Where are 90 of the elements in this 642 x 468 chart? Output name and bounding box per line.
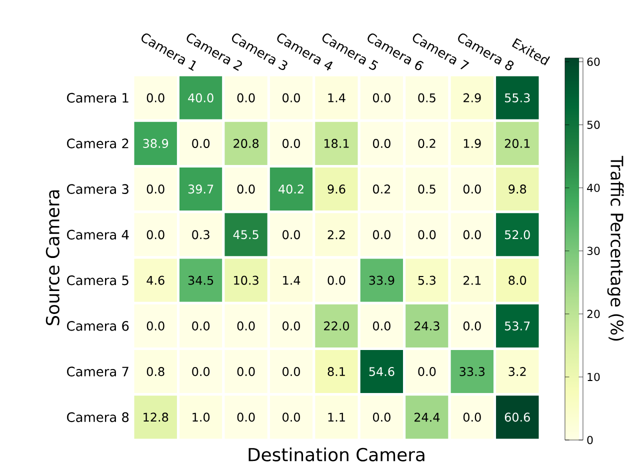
color-bar-label: 50 — [587, 120, 600, 129]
data-label: 0.0 — [372, 230, 390, 240]
data-label: 1.0 — [192, 412, 210, 422]
data-label: 0.0 — [282, 412, 300, 422]
data-label: 0.0 — [237, 321, 255, 330]
data-label: 33.9 — [369, 276, 394, 285]
data-label: 0.2 — [372, 184, 390, 194]
data-label: 0.0 — [237, 412, 255, 422]
data-label: 0.0 — [463, 412, 481, 422]
data-label: 0.0 — [282, 230, 300, 240]
data-label: 10.3 — [234, 276, 258, 285]
data-label: 2.9 — [464, 93, 481, 102]
data-label: 0.0 — [418, 230, 436, 240]
y-tick-label: Camera 6 — [67, 321, 129, 331]
data-label: 0.0 — [237, 184, 255, 194]
data-label: 55.3 — [504, 93, 530, 102]
y-tick-label: Camera 4 — [67, 230, 129, 240]
data-label: 0.0 — [192, 367, 210, 376]
data-label: 0.0 — [192, 138, 210, 148]
data-label: 24.4 — [414, 412, 440, 422]
y-tick-label: Camera 7 — [67, 366, 128, 376]
data-label: 0.0 — [146, 184, 164, 194]
color-bar-label: 60 — [587, 58, 600, 66]
data-label: 5.3 — [418, 276, 436, 285]
data-label: 0.0 — [372, 93, 390, 102]
data-label: 0.0 — [418, 367, 436, 376]
color-bar-label: 30 — [587, 246, 600, 256]
data-label: 0.5 — [418, 93, 436, 102]
data-label: 20.8 — [234, 138, 259, 148]
data-label: 18.1 — [324, 138, 349, 148]
data-label: 0.0 — [463, 230, 481, 240]
data-label: 0.0 — [372, 321, 390, 330]
data-label: 0.0 — [237, 93, 255, 102]
data-label: 24.3 — [414, 321, 440, 330]
data-label: 0.0 — [372, 138, 390, 148]
data-label: 22.0 — [324, 321, 350, 330]
color-bar-label: 10 — [588, 372, 600, 382]
data-label: 0.0 — [372, 412, 390, 422]
color-bar-label: 0 — [587, 436, 593, 444]
data-label: 60.6 — [504, 412, 530, 422]
data-label: 0.5 — [418, 184, 436, 194]
y-axis-title: Source Camera — [46, 190, 60, 326]
data-label: 9.8 — [508, 184, 526, 194]
data-label: 0.0 — [282, 93, 300, 102]
data-label: 1.1 — [328, 412, 345, 422]
data-label: 45.5 — [233, 230, 258, 240]
data-label: 0.0 — [328, 276, 346, 285]
data-label: 0.0 — [463, 321, 481, 330]
data-label: 0.0 — [282, 321, 300, 330]
data-label: 0.0 — [146, 230, 164, 240]
data-label: 1.9 — [464, 138, 481, 148]
y-tick-label: Camera 8 — [67, 412, 129, 422]
data-label: 0.0 — [282, 138, 300, 148]
data-label: 0.3 — [192, 230, 210, 240]
data-label: 40.0 — [188, 93, 214, 102]
data-label: 52.0 — [504, 230, 530, 240]
data-label: 2.2 — [328, 230, 345, 240]
data-label: 39.7 — [188, 184, 214, 194]
data-label: 3.2 — [508, 367, 526, 376]
data-label: 1.4 — [283, 276, 300, 285]
data-label: 9.6 — [328, 184, 346, 194]
data-label: 0.8 — [146, 367, 164, 376]
data-label: 12.8 — [144, 412, 168, 422]
data-label: 20.1 — [504, 138, 530, 148]
y-tick-label: Camera 3 — [67, 184, 128, 194]
data-label: 0.2 — [418, 138, 436, 148]
data-label: 53.7 — [504, 321, 530, 330]
y-tick-label: Camera 5 — [67, 275, 128, 286]
data-label: 38.9 — [143, 138, 168, 148]
data-label: 33.3 — [460, 367, 484, 376]
data-label: 0.0 — [463, 184, 481, 194]
data-label: 0.0 — [146, 93, 164, 102]
color-bar-label: 20 — [587, 310, 600, 318]
y-tick-label: Camera 2 — [67, 138, 128, 148]
data-label: 40.2 — [278, 184, 304, 194]
data-label: 2.1 — [464, 276, 481, 285]
color-bar-label: 40 — [587, 184, 600, 192]
data-label: 8.1 — [328, 367, 345, 376]
y-tick-label: Camera 1 — [67, 92, 128, 103]
data-label: 0.0 — [146, 321, 164, 330]
data-label: 0.0 — [237, 367, 255, 376]
x-axis-title: Destination Camera — [248, 448, 424, 462]
data-label: 0.0 — [282, 367, 300, 376]
data-label: 4.6 — [146, 276, 164, 285]
data-label: 34.5 — [188, 276, 214, 285]
color-bar-title: Traffic Percentage (%) — [607, 156, 624, 341]
data-label: 8.0 — [508, 276, 526, 285]
data-label: 0.0 — [192, 321, 210, 330]
data-label: 1.4 — [328, 93, 346, 102]
data-label: 54.6 — [369, 367, 394, 376]
